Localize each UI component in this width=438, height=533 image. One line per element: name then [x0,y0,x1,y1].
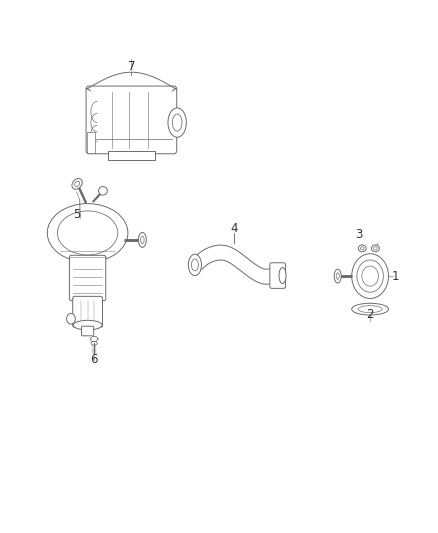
Text: 1: 1 [392,270,399,282]
Text: 3: 3 [356,228,363,241]
Ellipse shape [168,108,187,137]
Ellipse shape [334,269,341,283]
Ellipse shape [57,211,118,255]
Text: 6: 6 [90,353,98,366]
Text: 2: 2 [366,308,374,321]
FancyBboxPatch shape [73,296,102,327]
Polygon shape [90,336,98,342]
Ellipse shape [73,320,102,330]
FancyBboxPatch shape [86,86,177,154]
Bar [87,132,95,154]
Text: 4: 4 [230,222,238,235]
Ellipse shape [172,114,182,131]
Ellipse shape [374,247,377,250]
Ellipse shape [352,303,389,315]
Ellipse shape [358,245,366,252]
Ellipse shape [279,268,286,284]
Ellipse shape [138,232,146,247]
Ellipse shape [47,204,128,262]
Bar [108,150,155,160]
Polygon shape [192,245,274,284]
Ellipse shape [74,181,80,187]
Circle shape [352,254,389,298]
Text: 7: 7 [127,60,135,73]
Ellipse shape [72,179,82,189]
Ellipse shape [191,259,198,271]
Ellipse shape [141,236,144,244]
Ellipse shape [91,342,97,345]
Ellipse shape [371,245,379,252]
Ellipse shape [358,306,382,312]
Text: 5: 5 [73,208,80,221]
FancyBboxPatch shape [270,263,286,288]
Circle shape [362,266,378,286]
Ellipse shape [188,254,201,276]
Ellipse shape [360,247,364,250]
Ellipse shape [336,273,339,279]
Circle shape [357,260,383,292]
FancyBboxPatch shape [81,326,94,336]
Ellipse shape [99,187,107,195]
FancyBboxPatch shape [69,255,106,301]
Circle shape [67,313,75,324]
